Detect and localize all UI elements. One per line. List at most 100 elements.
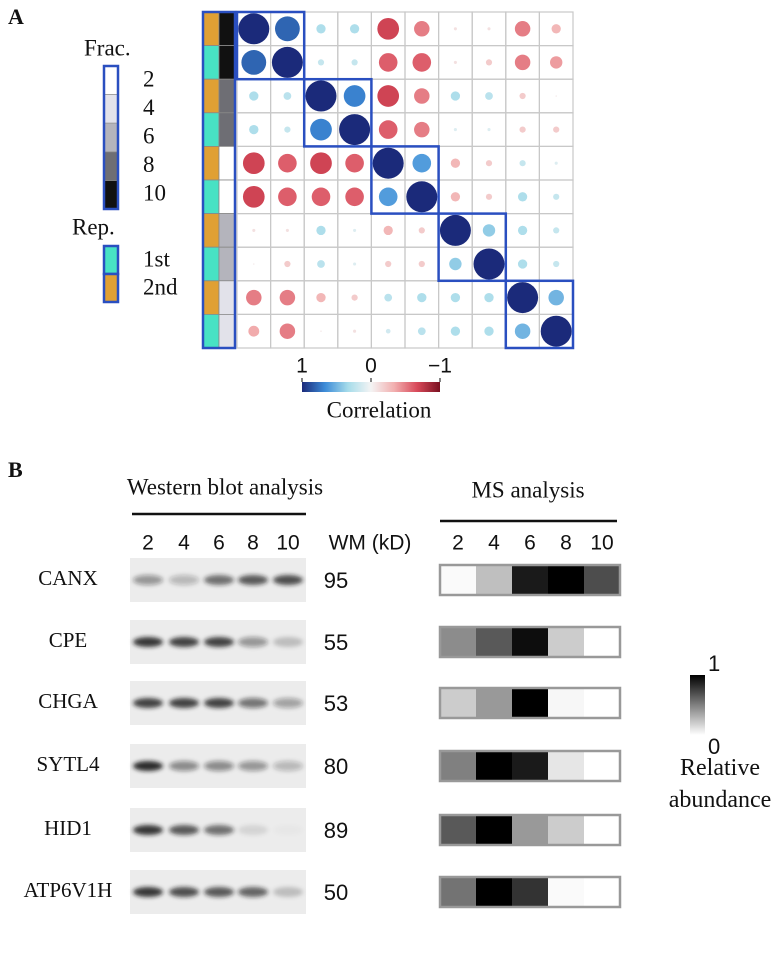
correlation-dot: [507, 282, 539, 314]
blot-band: [273, 637, 303, 647]
replicate-cell: [202, 145, 220, 181]
correlation-dot: [519, 92, 526, 100]
colorbar-tick-label: 1: [296, 355, 308, 378]
correlation-dot: [238, 13, 270, 45]
blot-band: [169, 887, 199, 897]
correlation-dot: [284, 126, 291, 133]
protein-name: CANX: [38, 566, 98, 590]
correlation-dot: [343, 85, 366, 107]
legend-label: 4: [143, 95, 155, 120]
heatmap-cell: [584, 877, 620, 907]
correlation-dot: [351, 294, 358, 301]
correlation-dot: [384, 293, 393, 302]
correlation-dot: [310, 152, 332, 175]
lane-label: 10: [276, 532, 299, 555]
correlation-dot: [378, 120, 398, 139]
legend-label: 2: [143, 66, 155, 91]
legend-label: 10: [143, 181, 166, 206]
correlation-dot: [275, 16, 300, 42]
correlation-dot: [285, 228, 289, 232]
blot-band: [133, 825, 163, 835]
heatmap-cell: [584, 565, 620, 595]
legend-swatch: [102, 272, 120, 304]
blot-band: [133, 698, 163, 708]
heatmap-cell: [548, 815, 584, 845]
blot-band: [204, 825, 234, 835]
section-title: Western blot analysis: [127, 474, 323, 499]
correlation-dot: [450, 158, 461, 168]
correlation-dot: [252, 228, 256, 232]
heatmap-border: [438, 563, 622, 597]
panel-letter: A: [8, 4, 24, 29]
correlation-dot: [316, 225, 326, 236]
cluster-block: [370, 145, 440, 215]
correlation-dot: [554, 161, 558, 165]
molecular-weight: 55: [324, 630, 348, 655]
blot-band: [273, 698, 303, 708]
correlation-dot: [553, 193, 560, 200]
correlation-dot: [253, 263, 255, 265]
blot-band: [169, 761, 199, 771]
colorbar-tick-label: −1: [428, 355, 452, 378]
correlation-dot: [248, 325, 260, 337]
correlation-dot: [316, 24, 326, 34]
correlation-dot: [385, 328, 391, 334]
fraction-cell: [218, 313, 236, 349]
lane-label: 4: [178, 532, 190, 555]
fraction-cell: [218, 45, 236, 80]
correlation-dot: [278, 187, 297, 207]
correlation-dot: [353, 262, 357, 266]
replicate-cell: [202, 179, 220, 214]
heatmap-cell: [440, 751, 476, 781]
correlation-dot: [414, 88, 430, 104]
blot-band: [133, 887, 163, 897]
correlation-dot: [353, 329, 357, 333]
correlation-dot: [311, 187, 331, 207]
blot-band: [238, 887, 268, 897]
correlation-dot: [487, 128, 491, 132]
correlation-dot: [450, 192, 461, 202]
blot-band: [273, 575, 303, 585]
legend-swatch: [103, 94, 119, 124]
heatmap-cell: [440, 815, 476, 845]
correlation-dot: [555, 95, 557, 97]
correlation-dot: [553, 126, 560, 133]
correlation-dot: [377, 85, 400, 107]
colorbar: [302, 382, 440, 392]
heatmap-border: [438, 875, 622, 909]
correlation-dot: [519, 160, 526, 167]
fraction-cell: [218, 11, 236, 46]
heatmap-border: [438, 749, 622, 783]
annotation-border: [201, 10, 237, 350]
heatmap-cell: [476, 751, 512, 781]
blot-band: [133, 637, 163, 647]
heatmap-cell: [548, 877, 584, 907]
blot-band: [133, 761, 163, 771]
column-label: 10: [590, 532, 613, 555]
correlation-dot: [377, 17, 400, 40]
correlation-dot: [241, 50, 267, 75]
blot-band: [238, 698, 268, 708]
heatmap-cell: [548, 627, 584, 657]
correlation-dot: [345, 187, 364, 207]
legend-swatch: [103, 179, 119, 210]
legend-swatch: [103, 65, 119, 96]
correlation-dot: [519, 126, 526, 133]
heatmap-cell: [548, 565, 584, 595]
column-label: 6: [524, 532, 536, 555]
correlation-dot: [485, 92, 493, 100]
correlation-dot: [514, 21, 531, 37]
fraction-cell: [218, 179, 236, 214]
correlation-dot: [453, 128, 457, 132]
column-label: 2: [452, 532, 464, 555]
heatmap-cell: [548, 751, 584, 781]
correlation-dot: [417, 292, 427, 303]
protein-name: CPE: [49, 628, 88, 652]
heatmap-cell: [512, 565, 548, 595]
correlation-dot: [553, 260, 560, 268]
heatmap-border: [438, 686, 622, 720]
correlation-dot: [412, 153, 432, 173]
legend-border: [102, 64, 120, 211]
heatmap-border: [438, 625, 622, 659]
